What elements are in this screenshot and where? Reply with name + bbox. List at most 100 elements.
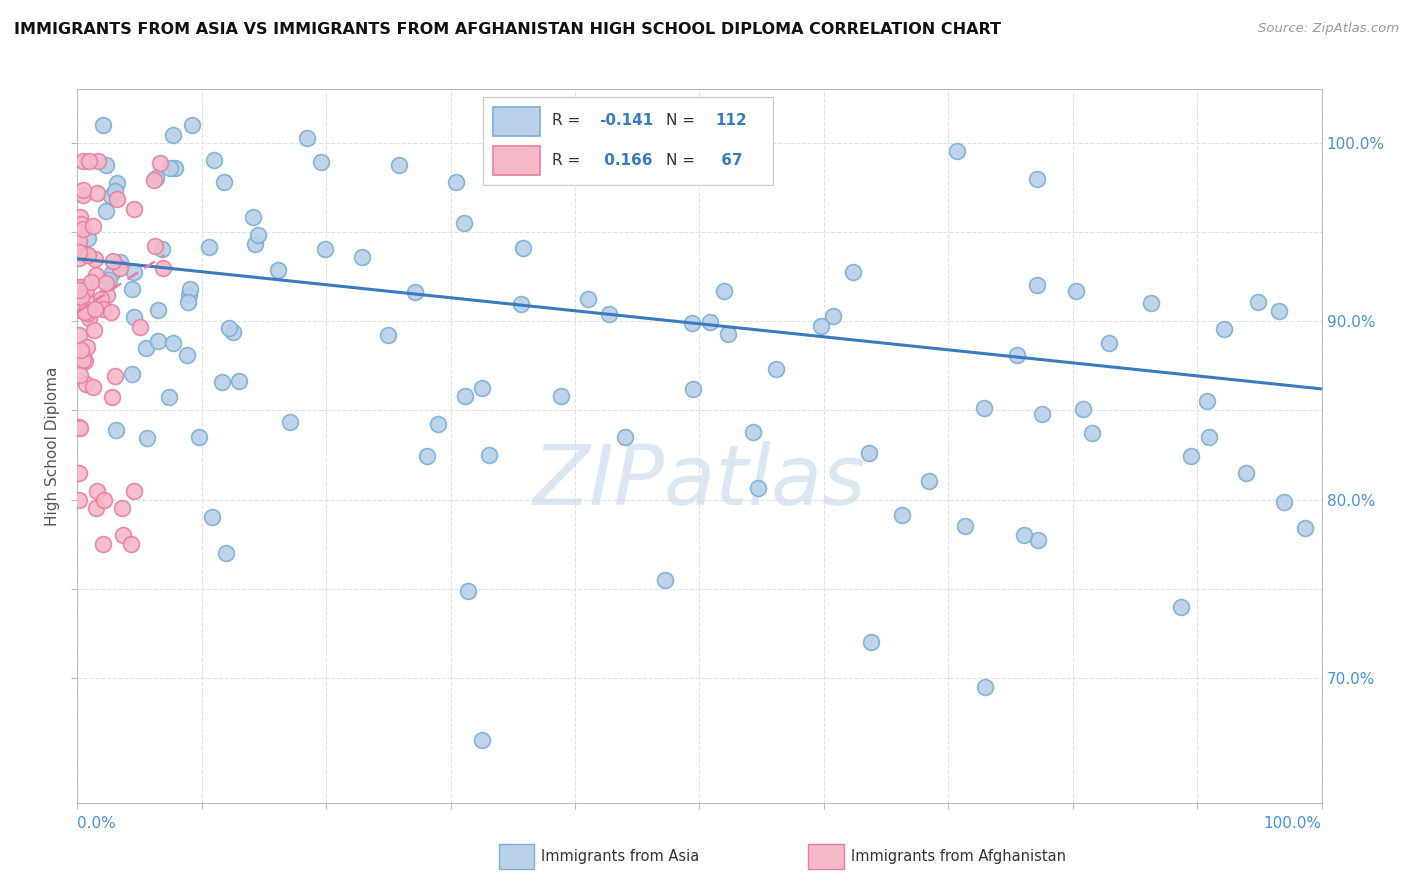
Point bbox=[198, 240, 221, 254]
Point bbox=[973, 401, 995, 415]
Point bbox=[858, 446, 880, 460]
Point bbox=[122, 310, 145, 324]
Point bbox=[72, 222, 94, 236]
Point bbox=[67, 492, 90, 507]
Point bbox=[177, 288, 200, 302]
Point bbox=[82, 380, 104, 394]
Point bbox=[243, 236, 266, 251]
Point bbox=[143, 239, 166, 253]
Point bbox=[86, 186, 108, 200]
Point bbox=[165, 161, 187, 175]
Point bbox=[72, 188, 94, 202]
Point bbox=[1012, 528, 1035, 542]
Point bbox=[1294, 521, 1316, 535]
Point bbox=[823, 309, 845, 323]
Point bbox=[83, 323, 105, 337]
Point bbox=[73, 305, 96, 319]
Point bbox=[94, 277, 117, 291]
Point bbox=[598, 307, 620, 321]
Point bbox=[176, 348, 198, 362]
Point bbox=[93, 537, 115, 551]
Point bbox=[202, 153, 225, 167]
Point bbox=[108, 255, 131, 269]
Point bbox=[453, 216, 475, 230]
Text: Immigrants from Asia: Immigrants from Asia bbox=[541, 849, 700, 863]
Point bbox=[682, 382, 704, 396]
Point bbox=[69, 279, 91, 293]
Point bbox=[1195, 394, 1218, 409]
Point bbox=[1097, 336, 1119, 351]
Point bbox=[1081, 425, 1104, 440]
Point bbox=[105, 423, 128, 437]
Point bbox=[681, 316, 703, 330]
Point bbox=[90, 292, 112, 306]
Point bbox=[80, 297, 103, 311]
Point bbox=[100, 304, 122, 318]
Point bbox=[177, 295, 200, 310]
Point bbox=[104, 184, 127, 198]
Point bbox=[1140, 296, 1163, 310]
Point bbox=[842, 265, 865, 279]
Point bbox=[73, 285, 96, 299]
Point bbox=[222, 325, 245, 339]
Text: 0.0%: 0.0% bbox=[77, 816, 117, 831]
Point bbox=[120, 537, 142, 551]
Point bbox=[100, 189, 122, 203]
Point bbox=[121, 367, 143, 381]
Point bbox=[159, 161, 181, 175]
Point bbox=[100, 266, 122, 280]
Point bbox=[70, 280, 93, 294]
Point bbox=[122, 265, 145, 279]
Point bbox=[1247, 295, 1270, 310]
Point bbox=[1007, 348, 1029, 362]
Point bbox=[105, 176, 128, 190]
Point bbox=[148, 334, 170, 349]
Point bbox=[105, 192, 128, 206]
Point bbox=[93, 118, 115, 132]
Point bbox=[111, 501, 134, 516]
Point bbox=[890, 508, 912, 522]
Point bbox=[187, 430, 209, 444]
Point bbox=[1031, 407, 1053, 421]
Point bbox=[67, 283, 90, 297]
Point bbox=[200, 509, 222, 524]
Point bbox=[80, 275, 103, 289]
Text: 100.0%: 100.0% bbox=[1264, 816, 1322, 831]
Point bbox=[1025, 172, 1047, 186]
Point bbox=[83, 252, 105, 266]
Point bbox=[152, 243, 174, 257]
Point bbox=[159, 390, 181, 404]
Point bbox=[96, 204, 118, 219]
Point bbox=[91, 302, 114, 317]
Point bbox=[70, 217, 93, 231]
Text: Immigrants from Afghanistan: Immigrants from Afghanistan bbox=[851, 849, 1066, 863]
Point bbox=[218, 321, 240, 335]
Point bbox=[215, 546, 238, 560]
Point bbox=[974, 680, 997, 694]
Point bbox=[93, 492, 115, 507]
Point bbox=[87, 153, 110, 168]
Point bbox=[180, 118, 202, 132]
Point bbox=[67, 234, 90, 248]
Point bbox=[122, 202, 145, 216]
Point bbox=[67, 328, 90, 343]
Point bbox=[278, 416, 301, 430]
Point bbox=[471, 733, 494, 747]
Point bbox=[72, 153, 94, 168]
Point bbox=[96, 158, 118, 172]
Point bbox=[388, 158, 411, 172]
Point bbox=[741, 425, 763, 439]
Point bbox=[454, 389, 477, 403]
Point bbox=[162, 335, 184, 350]
Point bbox=[404, 285, 426, 300]
Point bbox=[713, 285, 735, 299]
Point bbox=[77, 248, 100, 262]
Point bbox=[717, 327, 740, 342]
Point bbox=[426, 417, 449, 431]
Point bbox=[76, 306, 98, 320]
Point bbox=[1180, 450, 1202, 464]
Point bbox=[576, 292, 599, 306]
Point bbox=[512, 241, 534, 255]
Point bbox=[122, 483, 145, 498]
Point bbox=[242, 210, 264, 224]
